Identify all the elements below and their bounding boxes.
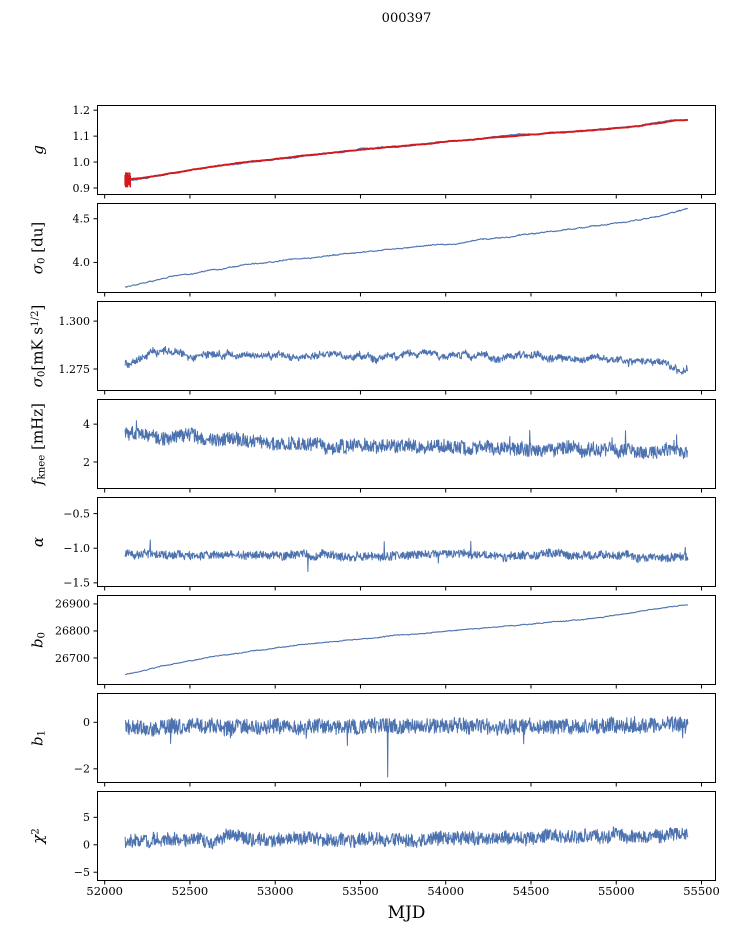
y-axis-label-segment: ] bbox=[28, 304, 47, 311]
x-tick-label: 55500 bbox=[683, 884, 720, 898]
y-tick-label: 0 bbox=[83, 716, 90, 729]
y-tick-label: −1.0 bbox=[63, 542, 90, 555]
y-tick-label: −2 bbox=[74, 763, 90, 776]
y-tick-label: 1.300 bbox=[59, 315, 91, 328]
axes-spine bbox=[97, 791, 716, 881]
plot-area-b1: −2 0 bbox=[74, 693, 716, 787]
y-axis-label-segment: 0 bbox=[36, 257, 48, 264]
axes-spine bbox=[97, 301, 716, 391]
y-axis-label-segment: 0 bbox=[36, 631, 48, 639]
series-b1 bbox=[124, 716, 689, 778]
y-tick-label: 26800 bbox=[55, 625, 90, 638]
panel-sigma0-mk: σ0[mK s1/2] 1.275 1.300 bbox=[0, 301, 729, 395]
panel-chi2: χ2 −5 0 5 bbox=[0, 791, 729, 885]
x-tick-label: 54000 bbox=[427, 884, 465, 898]
y-axis-label-segment: b bbox=[28, 638, 47, 649]
axes-spine bbox=[97, 203, 716, 293]
axes-spine bbox=[97, 497, 716, 587]
plot-area-fknee: 24 bbox=[83, 399, 716, 493]
y-axis-label-segment: g bbox=[29, 145, 47, 155]
panel-alpha: α −1.5 −1.0 −0.5 bbox=[0, 497, 729, 591]
x-tick-label: 54500 bbox=[512, 884, 550, 898]
y-tick-label: 1.1 bbox=[73, 130, 91, 143]
axes-spine bbox=[97, 595, 716, 685]
axes-spine bbox=[97, 399, 716, 489]
plot-area-alpha: −1.5 −1.0 −0.5 bbox=[63, 497, 716, 591]
axes-spine bbox=[97, 105, 716, 195]
y-tick-label: 2 bbox=[83, 456, 90, 469]
y-axis-label-b0: b0 bbox=[29, 632, 48, 648]
y-axis-label-segment: 0 bbox=[36, 370, 48, 378]
y-tick-label: 0.9 bbox=[73, 182, 91, 195]
plot-area-sigma0-mk: 1.275 1.300 bbox=[59, 301, 716, 395]
y-tick-label: −0.5 bbox=[63, 507, 90, 520]
x-axis-label: MJD bbox=[387, 903, 426, 923]
y-tick-label: 5 bbox=[83, 811, 90, 824]
axes-spine bbox=[97, 693, 716, 783]
y-axis-label-segment: [du] bbox=[28, 221, 47, 258]
x-tick-label: 55000 bbox=[597, 884, 635, 898]
y-tick-label: 26900 bbox=[55, 598, 90, 611]
x-tick-label: 53000 bbox=[256, 884, 294, 898]
series-gain-fit bbox=[124, 118, 689, 181]
y-axis-label-segment: 1/2 bbox=[29, 310, 41, 327]
y-axis-label-chi2: χ2 bbox=[29, 828, 47, 844]
y-axis-label-segment: σ bbox=[28, 263, 47, 275]
y-axis-label-segment: knee bbox=[36, 454, 48, 480]
x-tick-labels: 52000 52500 53000 53500 54000 54500 55000 55500 bbox=[0, 884, 729, 900]
series-chi2 bbox=[124, 826, 689, 850]
series-sigma0-du bbox=[124, 207, 688, 288]
y-axis-label-segment: 1 bbox=[36, 729, 48, 737]
panel-g: g 0.9 1.0 1.1 1.2 bbox=[0, 104, 729, 199]
panel-b0: b0 26700 26800 26900 bbox=[0, 595, 729, 689]
y-axis-label-sigma0-mk: σ0[mK s1/2] bbox=[29, 305, 48, 388]
y-axis-label-segment: 2 bbox=[30, 828, 42, 835]
plot-area-b0: 26700 26800 26900 bbox=[55, 595, 716, 689]
y-axis-label-segment: [mK s bbox=[28, 326, 47, 371]
y-tick-label: 1.0 bbox=[73, 156, 91, 169]
y-tick-label: 26700 bbox=[55, 652, 90, 665]
figure-title: 000397 bbox=[381, 11, 432, 26]
y-axis-label-segment: f bbox=[28, 479, 47, 486]
y-axis-label-alpha: α bbox=[29, 537, 47, 547]
y-tick-label: −5 bbox=[74, 866, 90, 879]
panel-sigma0-du: σ0 [du] 4.0 4.5 bbox=[0, 203, 729, 297]
y-tick-label: 0 bbox=[83, 839, 90, 852]
series-fknee bbox=[124, 420, 689, 460]
plot-area-g: 0.9 1.0 1.1 1.2 bbox=[73, 104, 716, 199]
x-tick-label: 52000 bbox=[86, 884, 123, 898]
y-tick-label: −1.5 bbox=[63, 577, 90, 590]
y-tick-label: 4.0 bbox=[73, 256, 91, 269]
series-alpha bbox=[124, 539, 689, 573]
y-axis-label-fknee: fknee [mHz] bbox=[29, 403, 48, 485]
y-tick-label: 4 bbox=[83, 418, 90, 431]
series-b0 bbox=[125, 604, 688, 676]
y-tick-label: 4.5 bbox=[73, 213, 91, 226]
x-tick-label: 52500 bbox=[171, 884, 209, 898]
y-axis-label-g: g bbox=[29, 145, 47, 155]
y-axis-label-segment: σ bbox=[28, 377, 47, 388]
plot-area-sigma0-du: 4.0 4.5 bbox=[73, 203, 716, 297]
y-axis-label-segment: b bbox=[28, 736, 47, 747]
panel-b1: b1 −2 0 bbox=[0, 693, 729, 787]
y-axis-label-b1: b1 bbox=[29, 730, 48, 746]
y-axis-label-segment: α bbox=[29, 536, 47, 548]
series-sigma0-mk bbox=[124, 345, 689, 375]
y-axis-label-segment: χ bbox=[29, 834, 47, 844]
y-tick-label: 1.2 bbox=[73, 104, 91, 117]
y-tick-label: 1.275 bbox=[59, 363, 91, 376]
y-axis-label-segment: [mHz] bbox=[28, 402, 47, 455]
y-axis-label-sigma0-du: σ0 [du] bbox=[29, 222, 48, 274]
x-tick-label: 53500 bbox=[342, 884, 379, 898]
plot-area-chi2: −5 0 5 bbox=[74, 791, 716, 885]
